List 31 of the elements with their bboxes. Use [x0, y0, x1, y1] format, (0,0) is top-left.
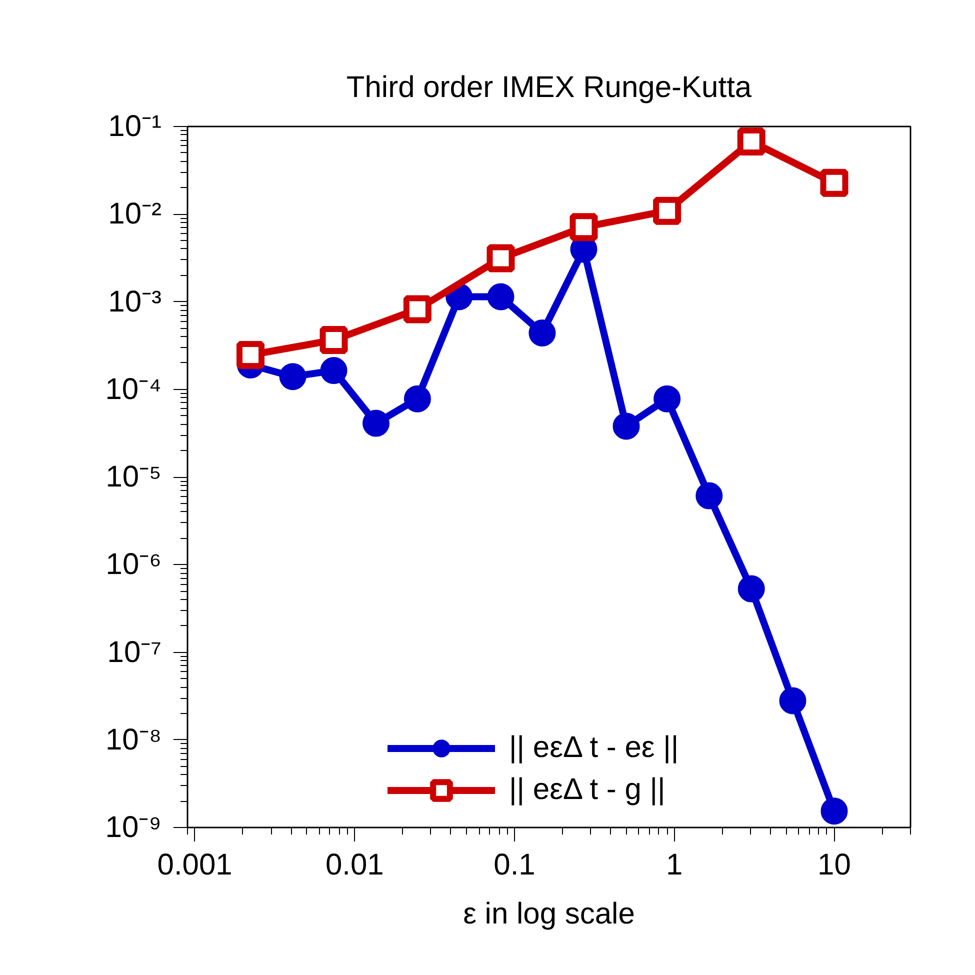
x-tick-label: 10 [818, 848, 851, 882]
y-tick-label: 10⁻³ [108, 285, 162, 318]
point [528, 320, 556, 346]
x-tick-label: 0.1 [494, 848, 536, 882]
x-tick-label: 0.001 [157, 848, 232, 882]
x-axis-title: ε in log scale [463, 898, 635, 930]
point [696, 482, 723, 510]
y-tick-label: 10⁻⁶ [106, 548, 162, 582]
point [779, 687, 806, 714]
y-tick-label: 10⁻⁷ [107, 636, 162, 669]
x-tick-label: 1 [666, 848, 683, 882]
point [738, 575, 765, 602]
point [236, 340, 264, 369]
point [820, 798, 848, 825]
y-tick-label: 10⁻⁴ [105, 372, 162, 406]
point [362, 410, 390, 437]
point [320, 357, 348, 384]
point [612, 412, 640, 440]
point [654, 385, 681, 412]
chart-title: Third order IMEX Runge-Kutta [346, 71, 752, 104]
point [279, 363, 306, 390]
legend-label: || eεΔ t - g || [509, 772, 666, 808]
point [487, 283, 514, 310]
y-tick-label: 10⁻¹ [108, 110, 162, 143]
legend-label: || eεΔ t - eε || [509, 730, 679, 766]
y-tick-label: 10⁻² [108, 198, 162, 231]
point [404, 385, 431, 412]
y-tick-label: 10⁻⁸ [105, 723, 162, 756]
y-tick-label: 10⁻⁵ [106, 460, 162, 494]
y-tick-label: 10⁻⁹ [105, 811, 162, 844]
x-tick-label: 0.01 [325, 848, 384, 882]
